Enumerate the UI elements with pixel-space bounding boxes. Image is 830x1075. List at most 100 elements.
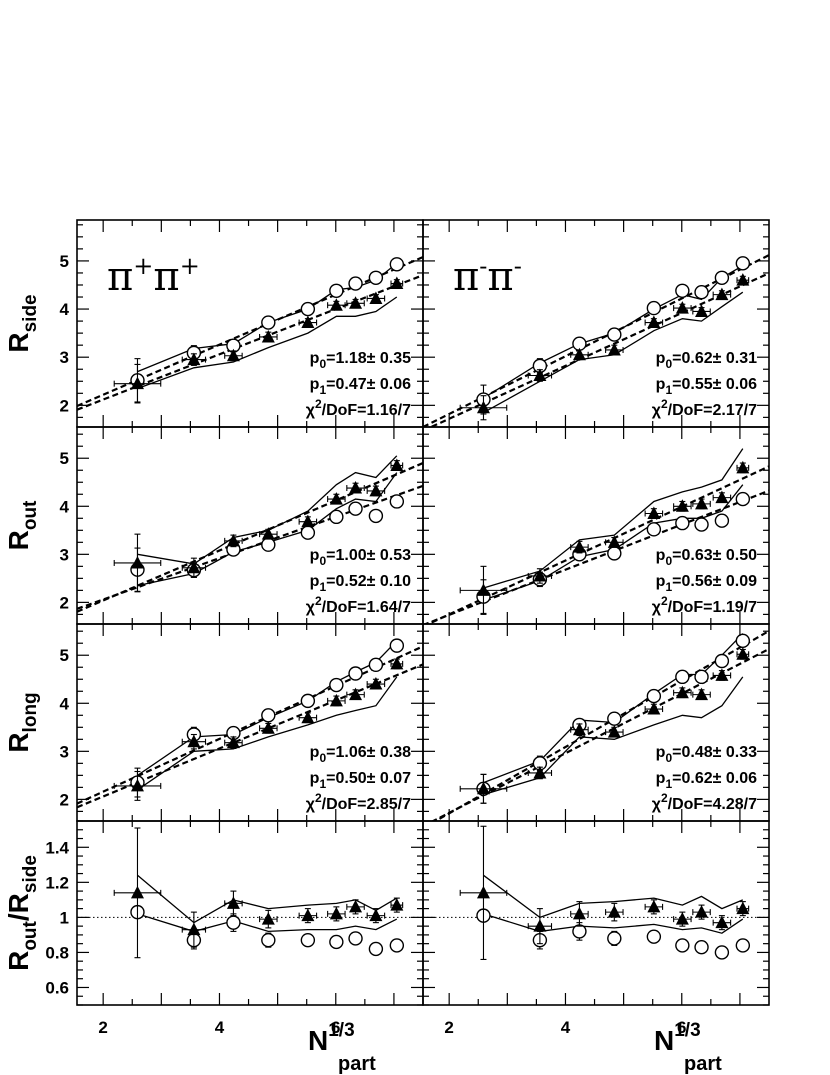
y-tick-label: 1.2 [45,873,69,892]
fit-text-line-part: /DoF=2.17/7 [668,402,757,419]
filled-triangle-marker [130,555,144,569]
panel-title-part: π [487,254,513,300]
y-tick-label: 5 [60,449,69,468]
filled-triangle-marker [349,687,363,701]
fit-line [428,272,769,427]
filled-triangle-marker [647,702,661,715]
y-tick-label: 1.4 [45,838,69,857]
fit-text-line-part: p [310,547,320,564]
open-circle-marker [735,633,751,649]
fit-text-line-part: =0.52± 0.10 [326,573,411,590]
filled-triangle-marker [647,899,661,913]
fit-text-line-part: p [656,744,666,761]
open-circle-marker [694,669,709,685]
panel-title-part: + [133,252,153,280]
filled-triangle-marker [187,560,201,574]
open-circle-marker [607,327,622,342]
filled-triangle-marker [647,506,661,519]
fit-text-line-part: /DoF=1.64/7 [322,599,411,616]
fit-text-line-part: /DoF=4.28/7 [668,796,757,813]
open-circle-marker [300,932,316,948]
panel-title: π-π- [453,252,522,300]
fit-text-line-part: p [310,573,320,590]
y-axis-label-text-part: side [20,855,41,893]
filled-triangle-marker [130,885,144,899]
y-axis-label: Rlong [3,692,41,752]
filled-triangle-marker [695,496,709,510]
plot-area [77,827,423,959]
fit-line [430,648,769,821]
fit-line [77,462,423,613]
open-circle-marker [348,931,363,946]
filled-triangle-marker [476,583,490,596]
fit-text-line-part: p [656,376,666,393]
fit-text-line-part: =1.18± 0.35 [326,350,411,367]
y-axis-label-text-part: R [3,951,34,971]
fit-text-line-part: 0 [319,357,326,371]
filled-triangle-marker [329,298,343,311]
y-axis-label-text-part: out [20,500,41,530]
filled-triangle-marker [349,899,363,913]
open-circle-marker [389,494,405,509]
fit-text-line-part: p [656,547,666,564]
filled-triangle-marker [695,687,709,701]
panel-frame [422,623,770,822]
y-tick-label: 0.6 [45,978,69,997]
open-circle-marker [300,525,316,540]
y-tick-label: 2 [60,396,69,415]
y-tick-label: 3 [60,742,69,761]
open-circle-marker [368,508,384,524]
fit-text-line-part: =0.62± 0.31 [672,350,757,367]
y-axis-label-text: Rside [3,294,41,352]
fit-text-line-part: 1 [319,777,326,791]
y-axis-label-text-part: side [20,294,41,332]
fit-text-line: χ2/DoF=2.85/7 [306,791,411,813]
open-circle-marker [646,929,662,944]
band-upper-line [483,448,744,589]
x-axis-label-base: N [654,1025,674,1056]
y-tick-label: 5 [60,646,69,665]
x-tick-label: 4 [561,1018,571,1037]
y-tick-label: 0.8 [45,943,69,962]
fit-line [423,254,769,427]
filled-triangle-marker [607,535,621,548]
filled-triangle-marker [533,368,547,381]
fit-line [77,645,423,805]
filled-triangle-marker [369,291,383,304]
x-tick-label: 6 [331,1018,340,1037]
y-tick-label: 2 [60,593,69,612]
open-circle-marker [735,256,751,271]
filled-triangle-marker [715,668,729,681]
x-axis-label-sup: 1/3 [328,1020,354,1041]
x-axis-label-base: N [308,1025,328,1056]
y-tick-label: 3 [60,545,69,564]
fit-text-line-part: χ [652,599,662,616]
filled-triangle-marker [695,304,709,317]
x-axis-label: N1/3 [308,1020,355,1056]
y-axis-label-text: Rout [3,500,41,550]
band-lower-line [137,296,398,390]
plot-area [423,448,769,624]
y-tick-label: 4 [60,497,70,516]
open-circle-marker [329,677,344,693]
y-axis-label: Rout/Rside [3,855,41,971]
open-circle-marker [646,300,662,316]
fit-text-line: p0=1.06± 0.38 [310,744,411,765]
filled-triangle-marker [369,908,383,922]
y-tick-label: 2 [60,790,69,809]
open-circle-marker [226,915,241,930]
fit-text-line: p0=0.62± 0.31 [656,350,757,371]
fit-text-line: p0=0.63± 0.50 [656,547,757,568]
filled-triangle-marker [226,348,240,362]
panel-title: π+π+ [107,252,200,300]
filled-triangle-marker [301,315,315,329]
filled-triangle-marker [329,693,343,707]
open-circle-marker [735,938,751,953]
y-axis-label-text: Rlong [3,692,41,752]
open-circle-marker [694,517,709,532]
filled-triangle-marker [476,400,490,414]
